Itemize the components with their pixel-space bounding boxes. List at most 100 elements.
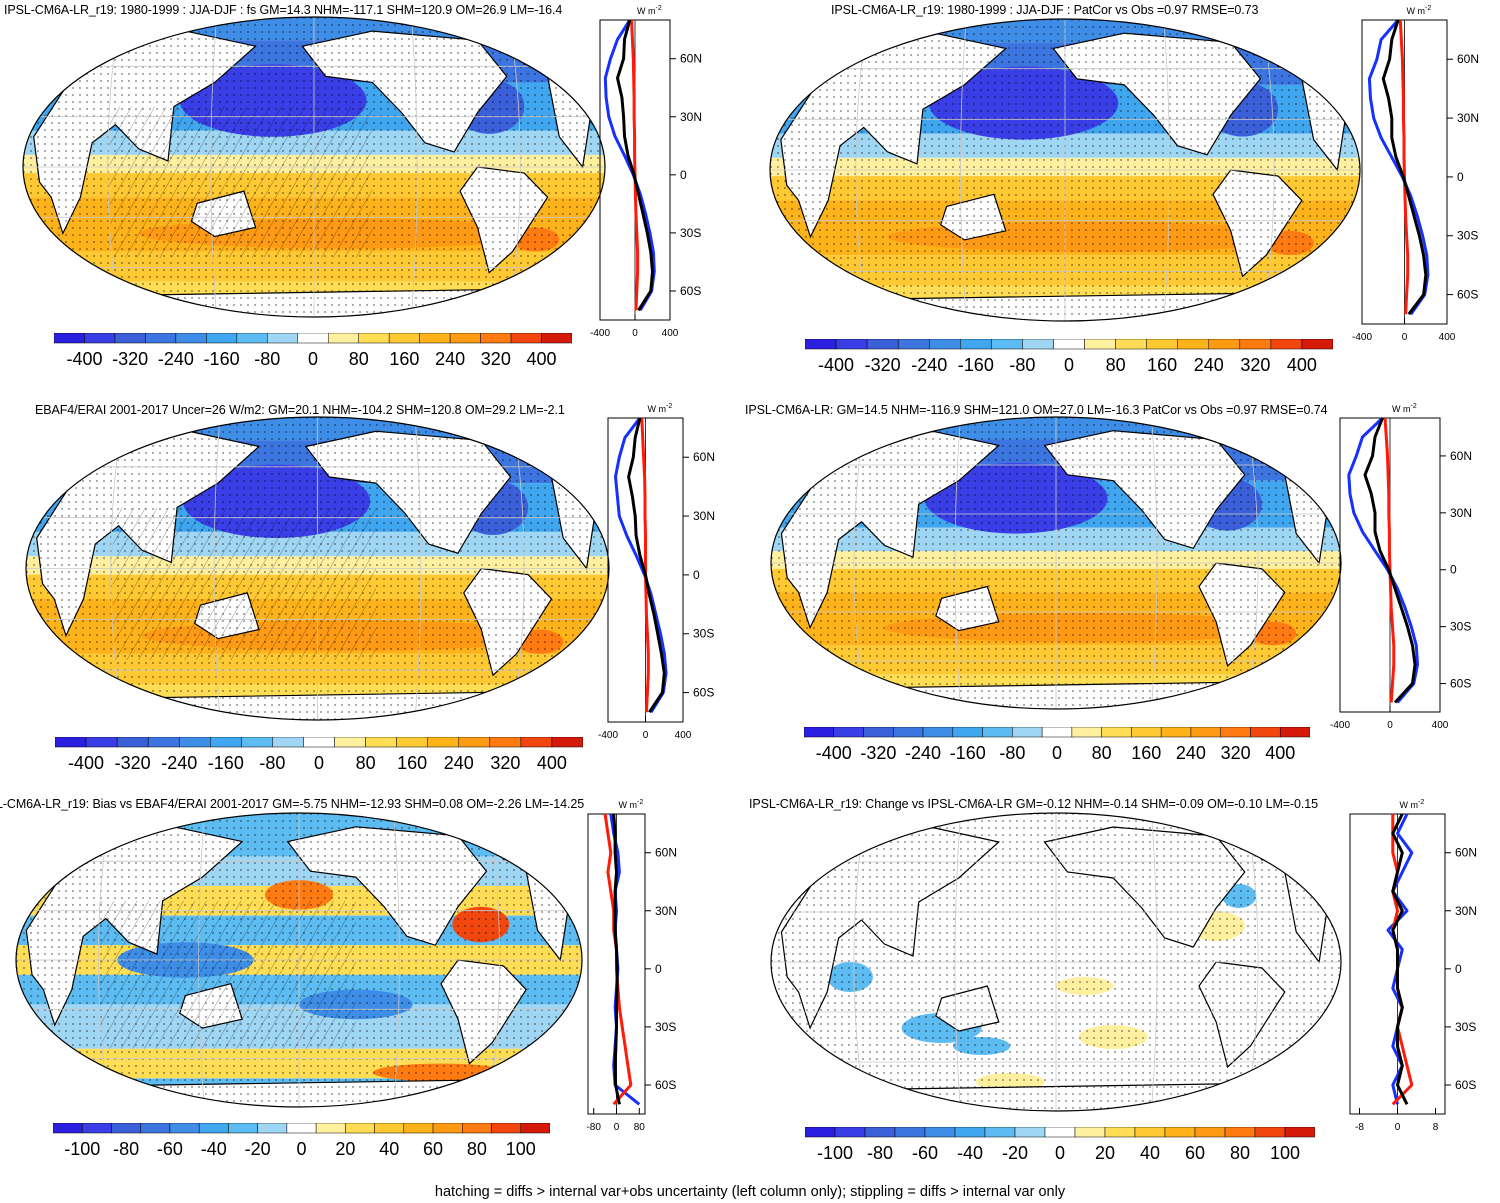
colorbar-box xyxy=(432,1122,463,1134)
colorbar-tick-label: 240 xyxy=(435,349,465,369)
lat-tick-label: 30S xyxy=(1457,229,1478,243)
colorbar-tick-label: 0 xyxy=(314,753,324,773)
colorbar-tick-label: -80 xyxy=(254,349,280,369)
lat-tick-label: 30N xyxy=(693,509,715,523)
colorbar-box xyxy=(1270,338,1303,350)
colorbar-tick-label: -20 xyxy=(245,1139,271,1159)
zonal-x-tick-label: -400 xyxy=(590,328,610,339)
colorbar-tick-label: 100 xyxy=(506,1139,536,1159)
panel-title: L-CM6A-LR_r19: Bias vs EBAF4/ERAI 2001-2… xyxy=(0,797,585,811)
zonal-x-tick-label: 400 xyxy=(1432,720,1449,731)
colorbar-box xyxy=(374,1122,405,1134)
world-map xyxy=(25,416,610,721)
colorbar-tick-label: 160 xyxy=(389,349,419,369)
lat-tick-label: 0 xyxy=(1457,170,1464,184)
world-map xyxy=(769,18,1361,322)
world-map xyxy=(770,812,1342,1112)
colorbar-tick-label: 320 xyxy=(481,349,511,369)
zonal-black-line xyxy=(1391,813,1409,1105)
colorbar-tick-label: 0 xyxy=(1064,355,1074,375)
colorbar-box xyxy=(864,1126,896,1138)
colorbar-box xyxy=(1160,726,1192,738)
zonal-blue-line xyxy=(614,417,668,713)
colorbar-box xyxy=(1134,1126,1166,1138)
colorbar-box xyxy=(315,1122,346,1134)
zonal-red-line xyxy=(1383,417,1396,703)
colorbar-box xyxy=(286,1122,317,1134)
world-map xyxy=(22,16,606,318)
lat-tick-label: 60S xyxy=(693,686,714,700)
colorbar-box xyxy=(206,332,238,344)
colorbar-box xyxy=(403,1122,434,1134)
zonal-black-line xyxy=(612,813,621,1105)
zonal-unit: W m-2 xyxy=(648,403,673,414)
lat-tick-label: 30N xyxy=(1450,506,1472,520)
zonal-profile: W m-2 60N 30N 0 30S 60S -400 0 400 xyxy=(1330,398,1485,740)
lat-tick-label: 30N xyxy=(655,904,677,918)
colorbar-box xyxy=(954,1126,986,1138)
zonal-x-tick-label: 400 xyxy=(662,328,679,339)
colorbar-tick-label: -40 xyxy=(957,1143,983,1163)
zonal-x-tick-label: 80 xyxy=(634,1122,646,1133)
colorbar-box xyxy=(458,736,491,748)
zonal-black-line xyxy=(1381,19,1428,316)
colorbar-tick-label: 60 xyxy=(1185,1143,1205,1163)
colorbar-box xyxy=(520,736,553,748)
colorbar-box xyxy=(480,332,512,344)
colorbar-box xyxy=(178,736,211,748)
colorbar-tick-label: 40 xyxy=(1140,1143,1160,1163)
colorbar-box xyxy=(1104,1126,1136,1138)
colorbar-box xyxy=(804,338,837,350)
colorbar-tick-label: 0 xyxy=(1052,743,1062,763)
lat-tick-label: 30S xyxy=(1455,1020,1476,1034)
zonal-unit: W m-2 xyxy=(1392,403,1417,414)
colorbar-tick-label: 0 xyxy=(296,1139,306,1159)
lat-tick-label: 0 xyxy=(1455,962,1462,976)
colorbar-box xyxy=(1250,726,1281,738)
world-map xyxy=(15,812,583,1108)
colorbar-box xyxy=(866,338,899,350)
lat-tick-label: 60S xyxy=(1455,1078,1476,1092)
colorbar-box xyxy=(804,1126,836,1138)
colorbar-tick-label: 80 xyxy=(1230,1143,1250,1163)
colorbar-box xyxy=(449,332,481,344)
zonal-x-tick-label: -8 xyxy=(1355,1122,1364,1133)
colorbar: -100 -80 -60 -40 -20 0 20 40 60 80 100 xyxy=(804,1126,1316,1167)
colorbar-box xyxy=(52,1122,83,1134)
zonal-red-line xyxy=(1398,19,1410,315)
lat-tick-label: 0 xyxy=(693,568,700,582)
colorbar-box xyxy=(257,1122,288,1134)
colorbar: -100 -80 -60 -40 -20 0 20 40 60 80 100 xyxy=(52,1122,551,1163)
zonal-blue-line xyxy=(603,19,656,312)
colorbar-tick-label: 400 xyxy=(1265,743,1295,763)
zonal-x-tick-label: 400 xyxy=(1439,332,1456,343)
colorbar-box xyxy=(960,338,992,350)
colorbar-tick-label: -400 xyxy=(66,349,102,369)
zonal-black-line xyxy=(616,19,654,312)
colorbar-tick-label: -320 xyxy=(865,355,901,375)
colorbar: -400 -320 -240 -160 -80 0 80 160 240 320 400 xyxy=(54,736,584,777)
colorbar-box xyxy=(53,332,85,344)
zonal-profile: W m-2 60N 30N 0 30S 60S -400 0 400 xyxy=(1352,0,1492,352)
colorbar-box xyxy=(1074,1126,1106,1138)
lat-tick-label: 60N xyxy=(693,450,715,464)
colorbar-tick-label: 80 xyxy=(356,753,376,773)
lat-tick-label: 60S xyxy=(1457,288,1478,302)
colorbar-tick-label: 160 xyxy=(1131,743,1161,763)
colorbar-box xyxy=(489,736,522,748)
zonal-profile: W m-2 60N 30N 0 30S 60S -400 0 400 xyxy=(590,0,715,348)
map-svg xyxy=(22,16,606,318)
colorbar-box xyxy=(924,1126,956,1138)
colorbar-box xyxy=(198,1122,229,1134)
colorbar-tick-label: -20 xyxy=(1002,1143,1028,1163)
colorbar-tick-label: -320 xyxy=(112,349,148,369)
colorbar-box xyxy=(541,332,573,344)
zonal-x-tick-label: -400 xyxy=(1330,720,1350,731)
zonal-blue-line xyxy=(1386,813,1414,1105)
colorbar-box xyxy=(1041,726,1073,738)
colorbar-box xyxy=(267,332,299,344)
colorbar-box xyxy=(388,332,420,344)
lat-tick-label: 0 xyxy=(1450,563,1457,577)
colorbar-box xyxy=(952,726,983,738)
colorbar-box xyxy=(1239,338,1272,350)
